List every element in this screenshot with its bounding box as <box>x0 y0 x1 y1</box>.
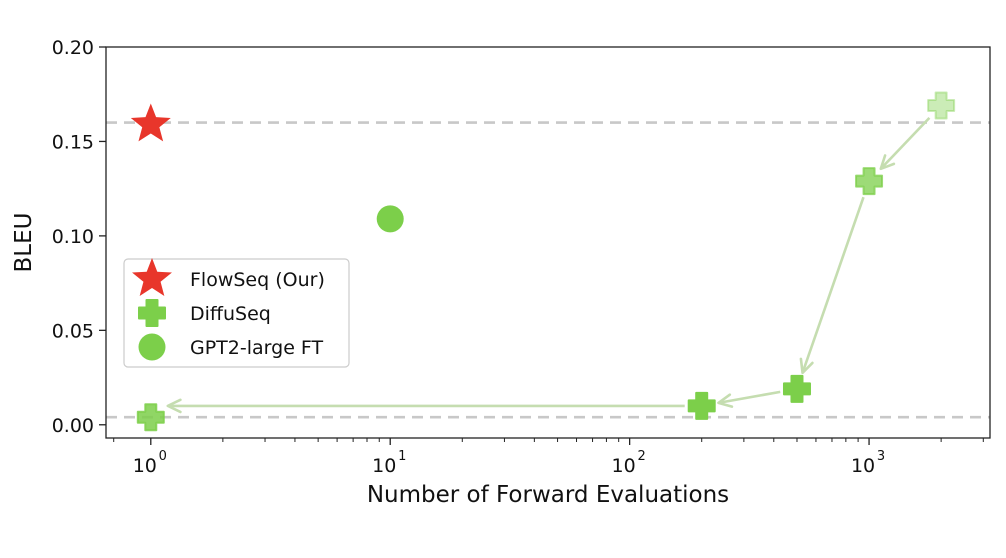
legend-label: DiffuSeq <box>190 303 271 325</box>
trajectory-arrow <box>879 116 931 171</box>
trajectory-arrow <box>166 398 685 414</box>
y-tick-label: 0.15 <box>52 131 94 153</box>
x-tick-label: 10 3 <box>851 449 885 477</box>
x-tick-label: 10 1 <box>372 449 406 477</box>
legend-item: DiffuSeq <box>138 299 271 327</box>
legend-marker <box>138 333 166 361</box>
legend-label: GPT2-large FT <box>190 337 324 359</box>
reference-lines <box>106 121 990 419</box>
y-axis-label: BLEU <box>11 213 37 273</box>
x-tick-exp: 1 <box>398 449 406 464</box>
x-tick-base: 10 <box>851 455 875 477</box>
legend-item: FlowSeq (Our) <box>132 258 325 296</box>
gpt2-point <box>376 205 404 233</box>
x-tick-base: 10 <box>612 455 636 477</box>
trajectory-arrow <box>799 196 865 375</box>
y-tick-label: 0.00 <box>52 415 94 437</box>
diffuseq-point <box>927 91 956 120</box>
data-points <box>130 91 956 432</box>
x-tick-base: 10 <box>372 455 396 477</box>
x-tick-exp: 2 <box>637 449 645 464</box>
x-tick-base: 10 <box>133 455 157 477</box>
legend-item: GPT2-large FT <box>138 333 324 361</box>
diffuseq-point <box>136 403 165 432</box>
x-tick-exp: 3 <box>877 449 885 464</box>
arrow-head <box>799 357 814 375</box>
arrow-shaft <box>801 196 865 374</box>
x-tick-label: 10 0 <box>133 449 167 477</box>
diffuseq-point <box>782 374 811 403</box>
trajectory-arrows <box>166 116 931 414</box>
x-axis-label: Number of Forward Evaluations <box>367 482 729 508</box>
legend-box <box>123 258 350 368</box>
y-axis-ticks: 0.00 0.05 0.10 0.15 0.20 <box>52 37 106 437</box>
y-tick-label: 0.05 <box>52 320 94 342</box>
x-tick-label: 10 2 <box>612 449 646 477</box>
flowseq-point <box>130 103 171 142</box>
x-tick-exp: 0 <box>159 449 167 464</box>
y-tick-label: 0.10 <box>52 226 94 248</box>
arrow-head <box>879 154 896 171</box>
x-axis-ticks: 10 0 10 1 10 2 10 3 <box>113 438 984 477</box>
arrow-shaft <box>718 390 781 405</box>
trajectory-arrow <box>717 390 781 408</box>
arrow-head <box>717 393 734 408</box>
legend-label: FlowSeq (Our) <box>190 269 325 291</box>
y-tick-label: 0.20 <box>52 37 94 59</box>
legend-marker <box>138 299 166 327</box>
diffuseq-point <box>687 391 716 420</box>
plot-frame <box>105 46 991 439</box>
legend: FlowSeq (Our) DiffuSeq GPT2-large FT <box>123 258 350 368</box>
arrow-head <box>166 398 182 414</box>
diffuseq-point <box>855 167 884 196</box>
legend-marker <box>132 258 172 296</box>
arrow-shaft <box>879 116 931 170</box>
